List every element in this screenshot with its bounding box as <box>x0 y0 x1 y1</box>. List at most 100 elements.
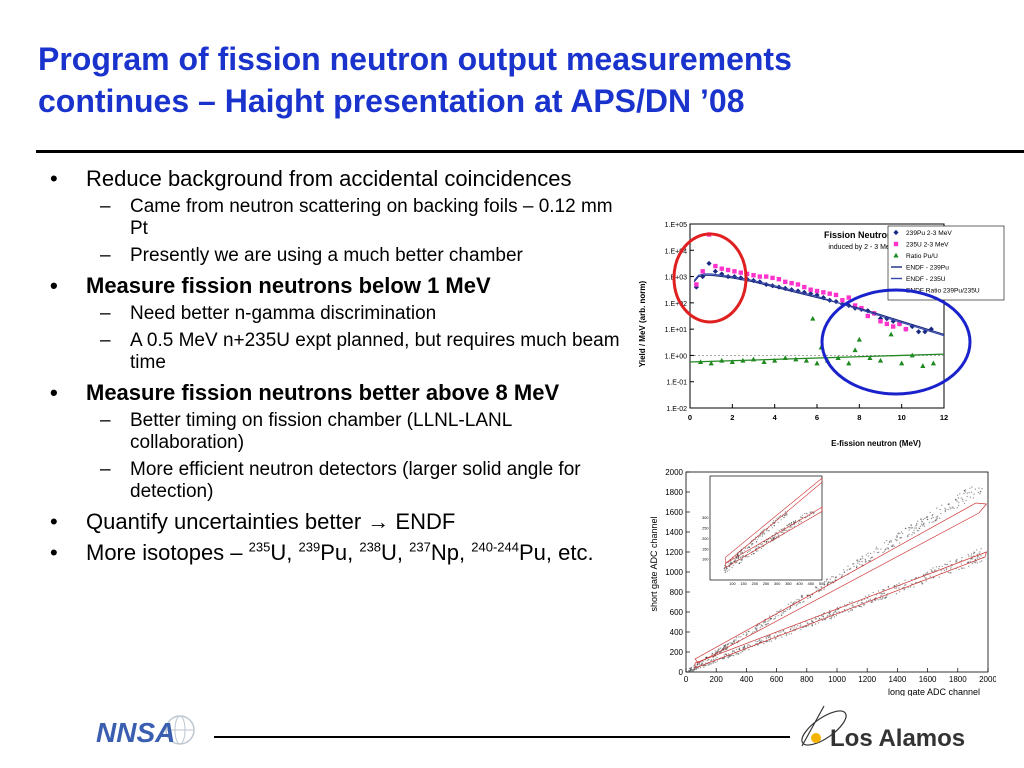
histogram-point <box>978 487 980 489</box>
series-line <box>693 274 945 335</box>
data-point <box>903 326 909 332</box>
histogram-point <box>904 579 906 581</box>
histogram-point <box>807 622 809 624</box>
histogram-point <box>689 669 692 671</box>
y-tick-label: 1200 <box>665 548 683 557</box>
histogram-point <box>697 663 699 665</box>
data-point <box>783 279 788 285</box>
histogram-point <box>766 641 768 643</box>
inset-y-tick-label: 200 <box>702 537 708 541</box>
inset-x-tick-label: 250 <box>763 582 769 586</box>
y-tick-label: 1.E-02 <box>666 406 687 413</box>
histogram-point <box>711 659 713 661</box>
histogram-point <box>851 608 853 611</box>
histogram-point <box>732 640 735 643</box>
histogram-point <box>743 646 745 648</box>
chart-series <box>689 232 945 368</box>
histogram-point <box>864 595 867 597</box>
histogram-point <box>977 555 979 558</box>
histogram-point <box>857 560 859 562</box>
histogram-point <box>743 645 746 647</box>
histogram-point <box>727 656 729 658</box>
histogram-point <box>800 595 803 597</box>
data-point <box>725 267 731 273</box>
histogram-point <box>767 622 769 625</box>
data-point <box>808 287 813 292</box>
histogram-point <box>843 569 845 571</box>
histogram-point <box>870 557 872 559</box>
histogram-point <box>865 560 867 563</box>
inset-y-tick-label: 300 <box>702 516 708 520</box>
histogram-point <box>718 648 720 650</box>
x-tick-label: 400 <box>740 675 754 684</box>
x-tick-label: 10 <box>897 413 905 422</box>
data-point <box>897 321 902 327</box>
inset-point <box>775 519 777 521</box>
highlight-circle-low-energy <box>672 232 748 324</box>
histogram-point <box>733 640 735 642</box>
histogram-point <box>911 534 913 536</box>
inset-point <box>766 540 768 542</box>
inset-point <box>788 528 790 530</box>
inset-point <box>768 530 770 532</box>
histogram-point <box>718 648 720 651</box>
histogram-point <box>736 648 738 651</box>
y-axis-label: Yield / MeV (arb. norm) <box>638 280 647 367</box>
histogram-point <box>926 571 928 573</box>
inset-point <box>790 526 792 528</box>
histogram-point <box>883 592 885 595</box>
histogram-point <box>910 583 913 585</box>
histogram-point <box>949 508 952 510</box>
histogram-point <box>800 596 803 598</box>
histogram-point <box>922 523 924 526</box>
histogram-point <box>799 625 801 628</box>
data-point <box>803 357 810 363</box>
y-tick-label: 1.E+04 <box>665 248 687 255</box>
legend-box <box>887 225 1005 301</box>
histogram-point <box>725 645 727 648</box>
histogram-point <box>710 660 712 662</box>
histogram-point <box>811 621 813 623</box>
histogram-point <box>867 555 869 557</box>
histogram-point <box>776 610 778 613</box>
histogram-point <box>968 555 970 557</box>
histogram-point <box>742 633 745 636</box>
histogram-point <box>896 536 898 538</box>
histogram-point <box>693 667 695 669</box>
histogram-point <box>738 648 740 650</box>
inset-point <box>723 567 725 569</box>
histogram-point <box>735 636 738 639</box>
histogram-point <box>830 618 832 620</box>
inset-point <box>741 551 743 553</box>
histogram-point <box>785 634 788 637</box>
histogram-point <box>904 584 906 586</box>
histogram-point <box>814 623 817 625</box>
histogram-point <box>760 624 763 626</box>
histogram-point <box>737 653 739 655</box>
histogram-point <box>924 517 926 520</box>
inset-point <box>779 515 781 517</box>
inset-point <box>786 512 788 515</box>
histogram-point <box>885 596 887 598</box>
histogram-point <box>867 552 869 554</box>
histogram-point <box>947 508 949 511</box>
histogram-point <box>790 633 793 635</box>
data-point <box>852 303 858 308</box>
histogram-point <box>887 543 889 545</box>
histogram-point <box>864 561 867 563</box>
cut-polygon-gamma <box>694 502 988 664</box>
histogram-point <box>912 531 914 534</box>
histogram-point <box>830 616 833 619</box>
isotope-symbol: Pu, etc. <box>518 540 594 565</box>
histogram-point <box>809 596 812 598</box>
histogram-point <box>859 558 862 561</box>
histogram-point <box>969 487 971 489</box>
cut-polygons <box>694 502 988 669</box>
histogram-point <box>964 491 967 493</box>
histogram-point <box>914 527 916 529</box>
chart-subtitle: induced by 2 - 3 MeV neutrons <box>828 244 924 251</box>
histogram-point <box>977 491 980 494</box>
histogram-point <box>768 619 770 621</box>
inset-point <box>732 564 734 566</box>
histogram-point <box>898 582 900 584</box>
